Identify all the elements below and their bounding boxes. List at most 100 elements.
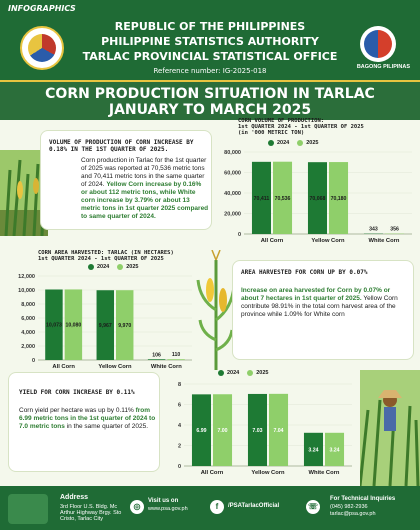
x-tick-label: White Corn: [309, 470, 340, 476]
page-subtitle: JANUARY TO MARCH 2025: [108, 102, 312, 118]
y-tick-label: 80,000: [224, 150, 241, 156]
y-tick-label: 6: [178, 403, 181, 409]
data-label: 110: [172, 352, 180, 358]
infographics-tag: INFOGRAPHICS: [8, 4, 76, 13]
y-tick-label: 20,000: [224, 212, 241, 218]
production-chart-svg: 0 20,000 40,000 60,000 80,000 70,411 70,536 All…: [224, 150, 412, 244]
page-title: CORN PRODUCTION SITUATION IN TARLAC: [45, 86, 375, 102]
data-label: 70,180: [331, 196, 347, 202]
yield-text-plain: Corn yield per hectare was up by 0.11%: [19, 407, 136, 414]
bar-2025-0: [64, 289, 83, 360]
y-tick-label: 0: [32, 358, 35, 364]
psa-logo: [20, 26, 64, 70]
area-summary-title: AREA HARVESTED FOR CORN UP BY 0.07%: [241, 269, 368, 276]
data-label: 3.24: [308, 447, 318, 453]
x-tick-label: White Corn: [369, 238, 400, 244]
area-summary-text: Increase on area harvested for Corn by 0…: [241, 287, 405, 319]
production-chart-title-line3: (in '000 METRIC TON): [238, 130, 305, 136]
production-text-plain: Corn production in Tarlac for the 1st qu…: [81, 157, 207, 188]
production-chart-title: CORN VOLUME OF PRODUCTION: 1st QUARTER 2…: [238, 118, 418, 136]
bar-2024-1: [307, 162, 327, 234]
data-label: 343: [369, 227, 378, 233]
bar-2024-0: [251, 161, 271, 234]
yield-chart-svg: 0 2 4 6 8 6.99 7.00 All Corn 7.03 7.04 Yellow Corn…: [178, 382, 352, 476]
bar-2025-2: [325, 432, 345, 466]
legend-swatch-2024: [218, 370, 224, 376]
y-tick-label: 4: [178, 423, 182, 429]
legend-label-2025: 2025: [256, 370, 269, 376]
y-tick-label: 8,000: [21, 302, 35, 308]
production-summary-title: VOLUME OF PRODUCTION OF CORN INCREASE BY…: [49, 139, 194, 153]
yield-text-highlight: from 6.99 metric tons in the 1st quarter…: [19, 407, 156, 430]
data-label: 10,073: [46, 323, 62, 329]
data-label: 9,967: [99, 323, 112, 329]
bar-2024-0: [45, 289, 63, 360]
legend-label-2025: 2025: [126, 264, 139, 270]
farmer-field-image: [360, 370, 420, 486]
production-chart-legend: 2024 2025: [268, 140, 319, 146]
bar-2024-2: [303, 432, 323, 466]
bar-2024-1: [96, 290, 114, 360]
data-label: 70,411: [254, 196, 270, 202]
bagong-pilipinas-label: BAGONG PILIPINAS: [356, 64, 410, 70]
y-tick-label: 8: [178, 382, 181, 388]
website-link[interactable]: www.psa.gov.ph: [148, 506, 188, 512]
facebook-link[interactable]: /PSATarlacOfficial: [228, 503, 280, 509]
area-text-highlight: Increase on area harvested for Corn by 0…: [241, 287, 391, 302]
building-icon: [8, 494, 48, 524]
y-tick-label: 12,000: [18, 274, 35, 280]
data-label: 70,536: [275, 196, 291, 202]
yield-summary-title: YIELD FOR CORN INCREASE BY 0.11%: [19, 389, 135, 396]
x-tick-label: All Corn: [201, 470, 224, 476]
tech-phone: (045) 982-2936: [330, 504, 368, 510]
legend-swatch-2024: [88, 264, 94, 270]
bagong-pilipinas-logo: [360, 26, 396, 62]
area-chart-title: CORN AREA HARVESTED: TARLAC (IN HECTARES…: [38, 250, 198, 262]
area-text-plain: Yellow Corn contribute 98.91% in the tot…: [241, 295, 398, 318]
yield-chart: 2024 2025 0 2 4 6 8 6.99 7.00 All Corn 7.03 7.04 Y…: [170, 370, 356, 482]
reference-number: Reference number: IG-2025-018: [153, 67, 267, 75]
production-chart-title-line2: 1st QUARTER 2024 - 1st QUARTER OF 2025: [238, 124, 364, 130]
data-label: 106: [152, 352, 161, 358]
x-tick-label: All Corn: [52, 364, 75, 370]
y-tick-label: 2,000: [21, 344, 35, 350]
data-label: 10,080: [65, 323, 81, 329]
bar-2025-1: [116, 290, 134, 360]
area-chart-legend: 2024 2025: [88, 264, 139, 270]
production-text-highlight: Yellow Corn increase by 0.16% or about 1…: [81, 181, 209, 220]
legend-swatch-2024: [268, 140, 274, 146]
globe-icon: ◎: [130, 500, 144, 514]
data-label: 70,068: [310, 196, 326, 202]
y-tick-label: 0: [178, 464, 181, 470]
legend-label-2024: 2024: [277, 140, 290, 146]
x-tick-label: All Corn: [261, 238, 284, 244]
bar-2025-1: [329, 162, 349, 234]
y-tick-label: 60,000: [224, 171, 241, 177]
data-label: 7.00: [217, 428, 227, 434]
legend-label-2024: 2024: [227, 370, 240, 376]
x-tick-label: Yellow Corn: [251, 470, 285, 476]
org-line-psa: PHILIPPINE STATISTICS AUTHORITY: [101, 35, 319, 48]
phone-icon: ☏: [306, 500, 320, 514]
tech-email[interactable]: tarlac@psa.gov.ph: [330, 511, 376, 517]
yield-summary-text: Corn yield per hectare was up by 0.11% f…: [19, 407, 157, 431]
yield-text-plain2: in the same quarter of 2025.: [64, 423, 148, 430]
org-line-republic: REPUBLIC OF THE PHILIPPINES: [114, 20, 306, 33]
production-summary-text: Corn production in Tarlac for the 1st qu…: [81, 157, 209, 221]
yield-chart-legend: 2024 2025: [218, 370, 269, 376]
area-chart: CORN AREA HARVESTED: TARLAC (IN HECTARES…: [4, 250, 196, 375]
address-title: Address: [60, 494, 89, 501]
legend-swatch-2025: [117, 264, 124, 270]
bar-2024-2: [147, 359, 166, 360]
legend-swatch-2025: [247, 370, 254, 376]
tech-inquiries-title: For Technical Inquiries: [330, 496, 396, 502]
legend-swatch-2025: [297, 140, 304, 146]
bar-2025-0: [273, 161, 293, 234]
production-chart-title-line1: CORN VOLUME OF PRODUCTION:: [238, 118, 325, 124]
facebook-icon: f: [210, 500, 224, 514]
visit-label: Visit us on: [148, 498, 179, 504]
x-tick-label: Yellow Corn: [311, 238, 345, 244]
legend-label-2024: 2024: [97, 264, 110, 270]
